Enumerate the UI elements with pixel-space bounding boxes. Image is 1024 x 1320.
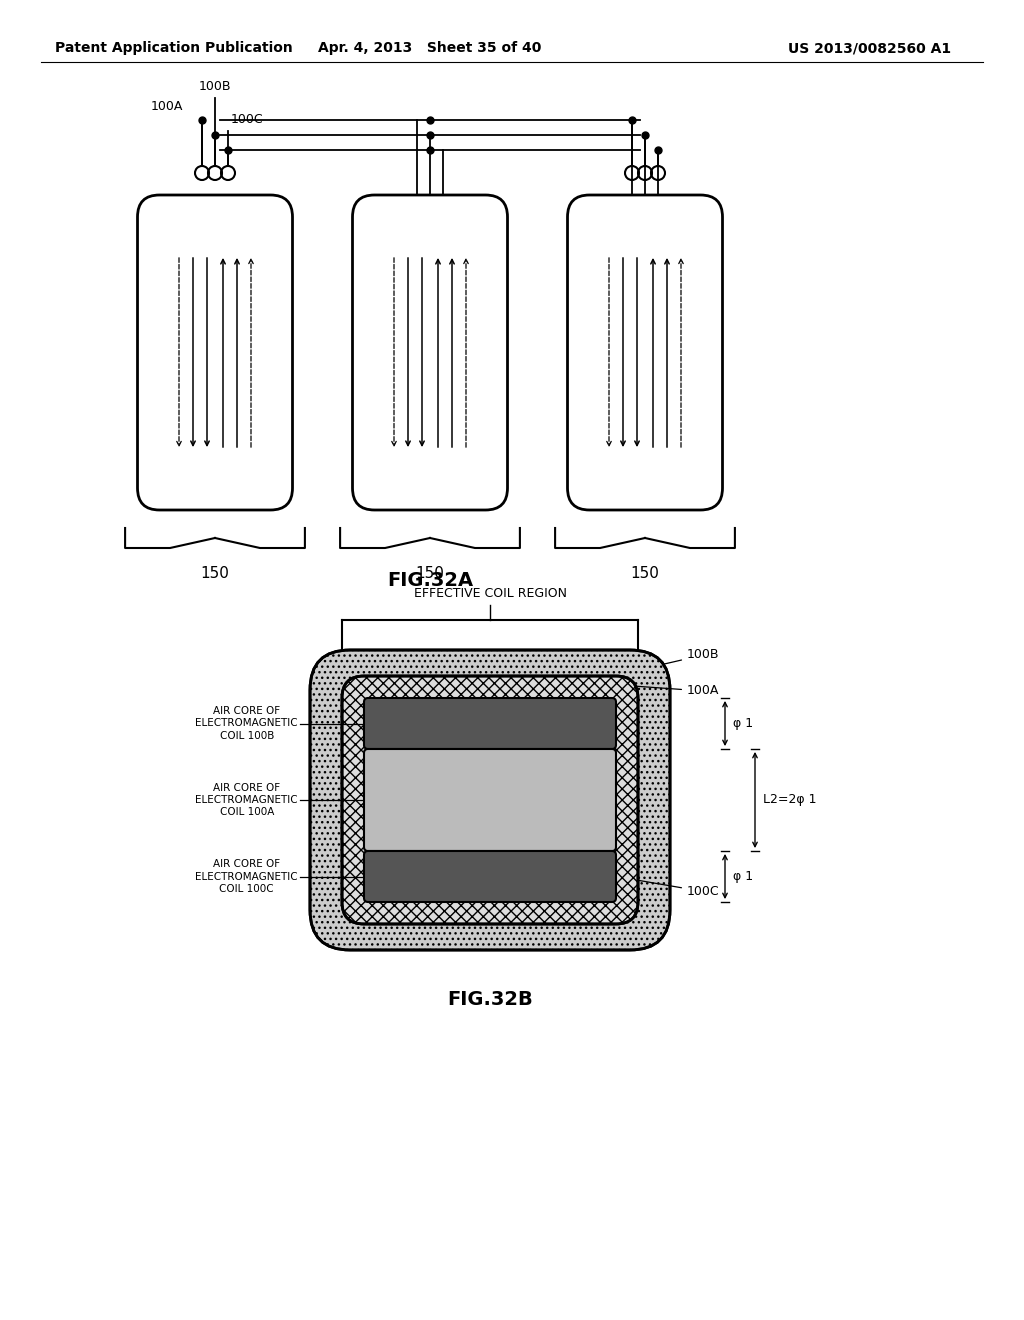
Text: US 2013/0082560 A1: US 2013/0082560 A1 [788,41,951,55]
Text: 100A: 100A [636,685,720,697]
Text: φ 1: φ 1 [733,717,753,730]
Text: φ 1: φ 1 [733,870,753,883]
FancyBboxPatch shape [159,239,270,466]
Text: 100C: 100C [618,876,720,898]
FancyBboxPatch shape [364,698,616,748]
FancyBboxPatch shape [352,195,508,510]
Text: 150: 150 [631,566,659,581]
Text: 150: 150 [416,566,444,581]
FancyBboxPatch shape [369,228,492,477]
Text: 100B: 100B [199,81,231,92]
Text: 150: 150 [201,566,229,581]
Text: FIG.32B: FIG.32B [447,990,532,1008]
Text: Apr. 4, 2013   Sheet 35 of 40: Apr. 4, 2013 Sheet 35 of 40 [318,41,542,55]
FancyBboxPatch shape [374,239,485,466]
Text: AIR CORE OF
ELECTROMAGNETIC
COIL 100C: AIR CORE OF ELECTROMAGNETIC COIL 100C [196,859,298,894]
FancyBboxPatch shape [364,851,616,902]
FancyBboxPatch shape [154,228,276,477]
Text: EFFECTIVE COIL REGION: EFFECTIVE COIL REGION [414,587,566,601]
FancyBboxPatch shape [148,216,282,488]
FancyBboxPatch shape [567,195,723,510]
FancyBboxPatch shape [572,206,717,499]
Text: 100C: 100C [230,114,263,125]
Text: AIR CORE OF
ELECTROMAGNETIC
COIL 100B: AIR CORE OF ELECTROMAGNETIC COIL 100B [196,706,298,741]
Text: 100A: 100A [151,100,183,114]
FancyBboxPatch shape [589,239,700,466]
FancyBboxPatch shape [137,195,293,510]
FancyBboxPatch shape [364,748,616,851]
FancyBboxPatch shape [143,206,287,499]
FancyBboxPatch shape [358,206,502,499]
FancyBboxPatch shape [584,228,707,477]
Text: 100B: 100B [663,648,720,664]
Text: AIR CORE OF
ELECTROMAGNETIC
COIL 100A: AIR CORE OF ELECTROMAGNETIC COIL 100A [196,783,298,817]
Text: L2=2φ 1: L2=2φ 1 [763,793,816,807]
FancyBboxPatch shape [579,216,712,488]
FancyBboxPatch shape [342,676,638,924]
Text: Patent Application Publication: Patent Application Publication [55,41,293,55]
Text: FIG.32A: FIG.32A [387,570,473,590]
FancyBboxPatch shape [310,649,670,950]
FancyBboxPatch shape [364,216,497,488]
